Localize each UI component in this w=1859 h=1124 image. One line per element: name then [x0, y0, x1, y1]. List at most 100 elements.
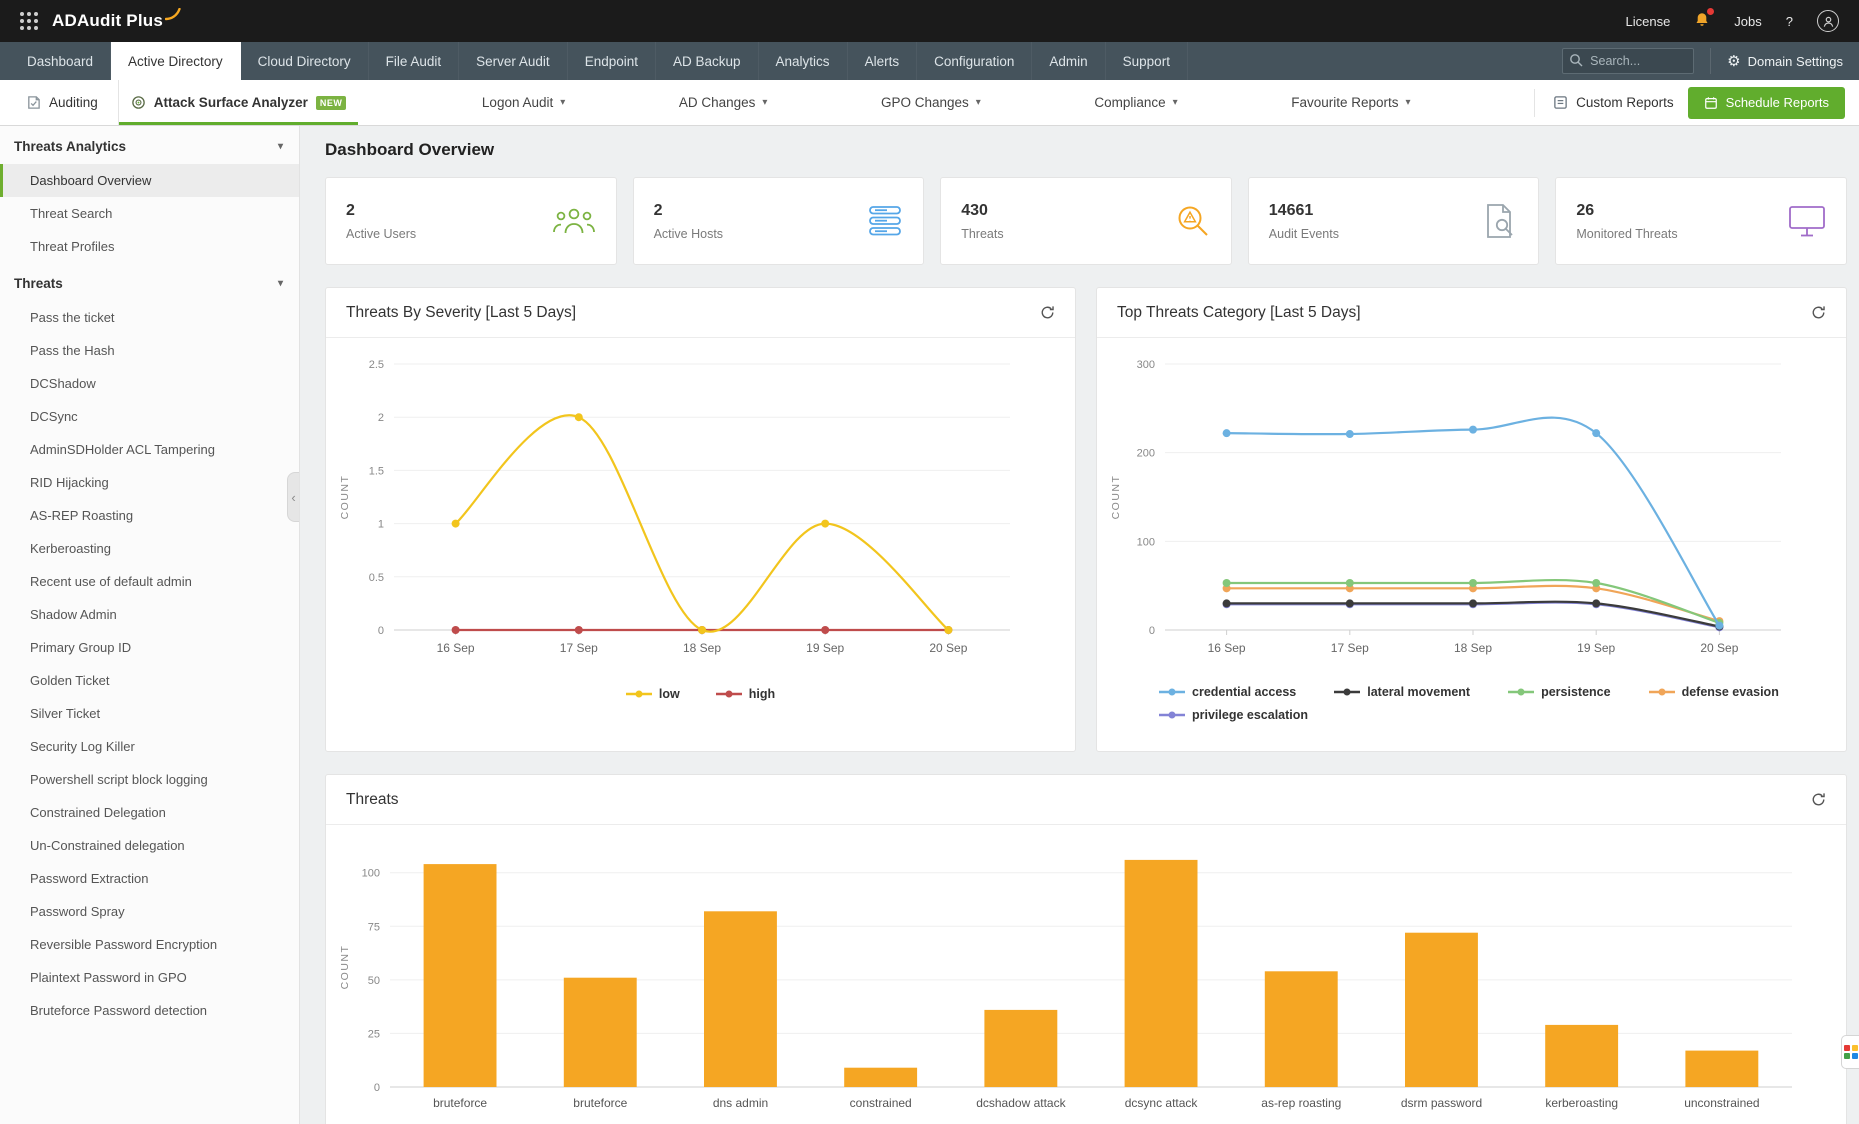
legend-item-defense-evasion[interactable]: defense evasion — [1648, 685, 1779, 699]
svg-text:as-rep roasting: as-rep roasting — [1261, 1096, 1341, 1110]
stat-card-active-users[interactable]: 2 Active Users — [325, 177, 617, 265]
legend-item-privilege-escalation[interactable]: privilege escalation — [1159, 708, 1308, 722]
severity-line-chart: 0 0.5 1 1.5 2 2.5 16 Sep 17 Sep 18 Sep 19 Sep 20 S… — [326, 338, 1075, 681]
nav-tab-configuration[interactable]: Configuration — [917, 42, 1033, 80]
sidebar-item-recent-use-of-default-admin[interactable]: Recent use of default admin — [30, 574, 192, 589]
svg-text:1: 1 — [378, 519, 384, 531]
sidebar-item-dcshadow[interactable]: DCShadow — [30, 376, 96, 391]
sidebar-item-password-extraction[interactable]: Password Extraction — [30, 871, 149, 886]
svg-text:bruteforce: bruteforce — [573, 1096, 627, 1110]
nav-tab-support[interactable]: Support — [1106, 42, 1188, 80]
sidebar-item-pass-the-ticket[interactable]: Pass the ticket — [30, 310, 115, 325]
sidebar-item-constrained-delegation[interactable]: Constrained Delegation — [30, 805, 166, 820]
chevron-down-icon: ▾ — [277, 278, 283, 289]
sidebar-item-dcsync[interactable]: DCSync — [30, 409, 78, 424]
schedule-reports-label: Schedule Reports — [1725, 95, 1829, 110]
subnav-menu-ad-changes[interactable]: AD Changes ▾ — [678, 95, 768, 110]
custom-reports-button[interactable]: Custom Reports — [1534, 88, 1674, 117]
nav-tab-endpoint[interactable]: Endpoint — [568, 42, 656, 80]
stat-card-active-hosts[interactable]: 2 Active Hosts — [632, 177, 925, 265]
legend-item-high[interactable]: high — [715, 687, 775, 701]
stat-value: 2 — [346, 201, 355, 219]
sidebar-item-as-rep-roasting[interactable]: AS-REP Roasting — [30, 508, 134, 523]
auditing-tab[interactable]: Auditing — [14, 80, 119, 125]
domain-settings-button[interactable]: ⚙ Domain Settings — [1710, 48, 1843, 74]
attack-surface-analyzer-tab[interactable]: Attack Surface Analyzer NEW — [119, 80, 359, 125]
refresh-icon[interactable] — [1811, 792, 1826, 807]
sidebar-item-powershell-script-block-logging[interactable]: Powershell script block logging — [30, 772, 208, 787]
nav-tab-analytics[interactable]: Analytics — [759, 42, 848, 80]
nav-tab-admin[interactable]: Admin — [1032, 42, 1106, 80]
sidebar-item-plaintext-password-in-gpo[interactable]: Plaintext Password in GPO — [30, 970, 187, 985]
subnav-menu-logon-audit[interactable]: Logon Audit ▾ — [481, 95, 566, 110]
sidebar-item-bruteforce-password-detection[interactable]: Bruteforce Password detection — [30, 1003, 208, 1018]
top-threats-category-card: Top Threats Category [Last 5 Days] 0 100 2… — [1096, 287, 1847, 752]
legend-item-low[interactable]: low — [625, 687, 680, 701]
sidebar-item-primary-group-id[interactable]: Primary Group ID — [30, 640, 132, 655]
sidebar-item-dashboard-overview[interactable]: Dashboard Overview — [0, 164, 299, 197]
svg-text:COUNT: COUNT — [339, 945, 351, 990]
schedule-reports-button[interactable]: Schedule Reports — [1687, 86, 1845, 119]
sidebar-item-shadow-admin[interactable]: Shadow Admin — [30, 607, 117, 622]
nav-tab-alerts[interactable]: Alerts — [848, 42, 918, 80]
refresh-icon[interactable] — [1811, 305, 1826, 320]
sidebar-item-kerberoasting[interactable]: Kerberoasting — [30, 541, 111, 556]
custom-reports-label: Custom Reports — [1576, 95, 1674, 110]
stat-card-monitored-threats[interactable]: 26 Monitored Threats — [1555, 177, 1847, 265]
subnav-menu-gpo-changes[interactable]: GPO Changes ▾ — [880, 95, 981, 110]
chevron-down-icon: ▾ — [277, 141, 283, 152]
legend-item-persistence[interactable]: persistence — [1508, 685, 1611, 699]
sidebar-item-security-log-killer[interactable]: Security Log Killer — [30, 739, 135, 754]
sidebar-item-rid-hijacking[interactable]: RID Hijacking — [30, 475, 109, 490]
user-avatar[interactable] — [1817, 10, 1839, 32]
notifications-bell-icon[interactable] — [1694, 7, 1716, 31]
legend-item-credential-access[interactable]: credential access — [1159, 685, 1296, 699]
sidebar-item-adminsdholder-acl-tampering[interactable]: AdminSDHolder ACL Tampering — [30, 442, 215, 457]
brand-logo[interactable]: ADAudit Plus — [52, 8, 181, 31]
stat-card-audit-events[interactable]: 14661 Audit Events — [1247, 177, 1540, 265]
apps-grid-icon[interactable] — [20, 12, 38, 30]
jobs-link[interactable]: Jobs — [1734, 13, 1762, 29]
nav-tab-active-directory[interactable]: Active Directory — [111, 42, 241, 80]
sidebar-item-un-constrained-delegation[interactable]: Un-Constrained delegation — [30, 838, 185, 853]
stat-label: Monitored Threats — [1576, 226, 1678, 241]
sidebar-section-threats[interactable]: Threats ▾ — [14, 276, 283, 291]
refresh-icon[interactable] — [1040, 305, 1055, 320]
nav-tab-server-audit[interactable]: Server Audit — [459, 42, 568, 80]
search-input[interactable] — [1562, 48, 1695, 74]
sidebar-item-pass-the-hash[interactable]: Pass the Hash — [30, 343, 115, 358]
stat-label: Active Hosts — [653, 226, 724, 241]
sidebar-item-password-spray[interactable]: Password Spray — [30, 904, 125, 919]
svg-text:19 Sep: 19 Sep — [806, 641, 844, 655]
subnav-menu-favourite-reports[interactable]: Favourite Reports ▾ — [1291, 95, 1411, 110]
active-hosts-icon — [869, 206, 902, 236]
svg-text:100: 100 — [362, 868, 380, 880]
nav-tab-file-audit[interactable]: File Audit — [369, 42, 460, 80]
chevron-down-icon: ▾ — [975, 97, 981, 108]
sidebar-item-reversible-password-encryption[interactable]: Reversible Password Encryption — [30, 937, 218, 952]
svg-text:1.5: 1.5 — [369, 465, 384, 477]
sidebar-item-golden-ticket[interactable]: Golden Ticket — [30, 673, 110, 688]
nav-tab-ad-backup[interactable]: AD Backup — [656, 42, 759, 80]
subnav-menu-compliance[interactable]: Compliance ▾ — [1094, 95, 1178, 110]
chevron-down-icon: ▾ — [1172, 97, 1178, 108]
chevron-down-icon: ▾ — [762, 97, 768, 108]
nav-tab-dashboard[interactable]: Dashboard — [10, 42, 112, 80]
nav-tab-cloud-directory[interactable]: Cloud Directory — [241, 42, 369, 80]
help-icon[interactable]: ? — [1785, 13, 1793, 29]
sidebar-collapse-handle[interactable]: ‹ — [287, 472, 299, 522]
sidebar-item-threat-search[interactable]: Threat Search — [30, 206, 113, 221]
sidebar-item-threat-profiles[interactable]: Threat Profiles — [30, 239, 115, 254]
svg-text:0: 0 — [378, 625, 384, 637]
sidebar-item-silver-ticket[interactable]: Silver Ticket — [30, 706, 101, 721]
license-link[interactable]: License — [1625, 13, 1671, 29]
stat-value: 14661 — [1268, 201, 1314, 219]
legend-item-lateral-movement[interactable]: lateral movement — [1334, 685, 1470, 699]
sidebar-section-threats-analytics[interactable]: Threats Analytics ▾ — [14, 139, 283, 154]
threats-by-severity-card: Threats By Severity [Last 5 Days] 0 0.5 1 1… — [325, 287, 1076, 752]
schedule-icon — [1704, 96, 1717, 109]
category-legend: credential access lateral movement persist… — [1159, 681, 1779, 726]
svg-text:constrained: constrained — [850, 1096, 912, 1110]
support-widget[interactable] — [1841, 1035, 1859, 1069]
stat-card-threats[interactable]: 430 Threats — [940, 177, 1232, 265]
